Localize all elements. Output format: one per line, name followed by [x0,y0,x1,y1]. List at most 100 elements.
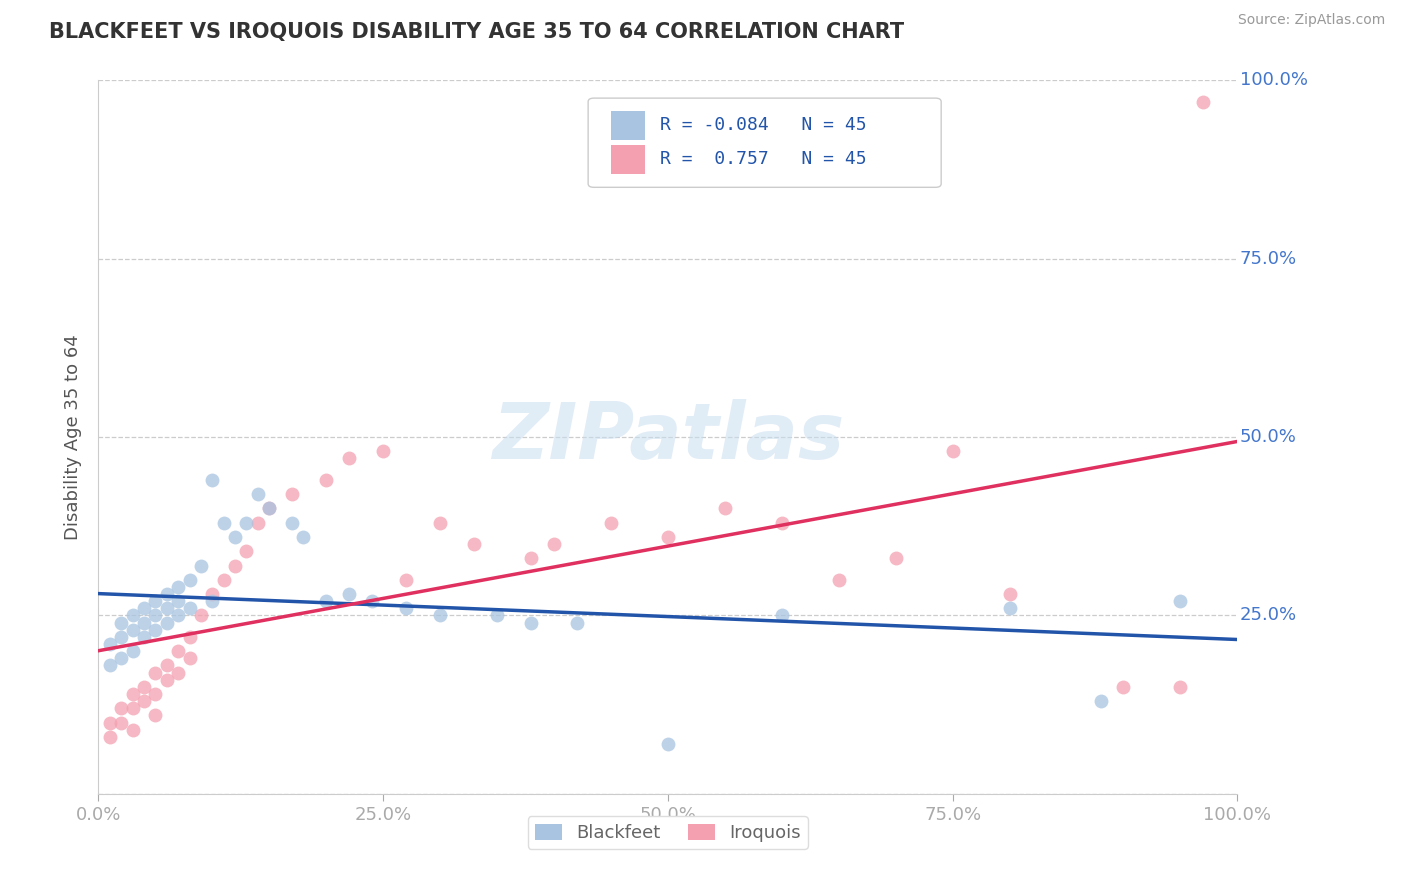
Point [145,708,167,723]
Point [828,573,851,587]
Point [486,608,509,623]
Text: ZIPatlas: ZIPatlas [492,399,844,475]
Point [145,687,167,701]
Point [337,587,360,601]
Point [167,580,190,594]
Point [121,701,143,715]
Point [1170,680,1192,694]
Point [167,594,190,608]
Point [281,487,304,501]
Text: Source: ZipAtlas.com: Source: ZipAtlas.com [1237,13,1385,28]
Point [190,608,212,623]
Point [543,537,565,551]
Point [657,737,679,751]
Text: R = -0.084   N = 45: R = -0.084 N = 45 [659,116,866,134]
Text: 75.0%: 75.0% [1240,250,1296,268]
Point [246,516,269,530]
Point [360,594,382,608]
Point [98,730,121,744]
Point [145,665,167,680]
Point [179,651,201,665]
Point [190,558,212,573]
FancyBboxPatch shape [612,145,645,174]
Point [998,587,1021,601]
Point [110,701,132,715]
Point [246,487,269,501]
Point [179,630,201,644]
Point [201,594,224,608]
Point [167,644,190,658]
Point [395,573,418,587]
Point [212,516,235,530]
Text: R =  0.757   N = 45: R = 0.757 N = 45 [659,151,866,169]
Point [179,573,201,587]
Point [657,530,679,544]
Point [429,608,451,623]
Point [1090,694,1112,708]
Point [212,573,235,587]
Point [132,680,155,694]
Legend: Blackfeet, Iroquois: Blackfeet, Iroquois [527,816,808,849]
Point [884,551,907,566]
Point [998,601,1021,615]
Point [145,608,167,623]
Point [520,551,543,566]
Text: 100.0%: 100.0% [1240,71,1308,89]
Point [1192,95,1215,109]
Point [98,637,121,651]
Point [121,608,143,623]
Text: BLACKFEET VS IROQUOIS DISABILITY AGE 35 TO 64 CORRELATION CHART: BLACKFEET VS IROQUOIS DISABILITY AGE 35 … [49,22,904,42]
Point [110,715,132,730]
Point [201,473,224,487]
Point [770,608,793,623]
Point [156,615,179,630]
Text: 50.0%: 50.0% [1240,428,1296,446]
Point [259,501,281,516]
Point [463,537,485,551]
Point [167,665,190,680]
Point [281,516,304,530]
Point [121,723,143,737]
Point [110,651,132,665]
Text: 25.0%: 25.0% [1240,607,1296,624]
Point [371,444,394,458]
Point [201,587,224,601]
Point [315,473,337,487]
Point [110,630,132,644]
Y-axis label: Disability Age 35 to 64: Disability Age 35 to 64 [65,334,83,540]
Point [259,501,281,516]
Point [132,615,155,630]
Point [565,615,588,630]
Point [156,673,179,687]
Point [132,694,155,708]
Point [224,558,246,573]
Point [98,715,121,730]
Point [395,601,418,615]
Point [520,615,543,630]
Point [235,516,257,530]
Point [1170,594,1192,608]
Point [145,594,167,608]
Point [429,516,451,530]
FancyBboxPatch shape [612,111,645,139]
Point [156,658,179,673]
Point [121,623,143,637]
Point [121,644,143,658]
Point [121,687,143,701]
Point [337,451,360,466]
Point [156,601,179,615]
Point [145,623,167,637]
Point [224,530,246,544]
Point [110,615,132,630]
Point [292,530,315,544]
Point [714,501,737,516]
Point [132,630,155,644]
Point [942,444,965,458]
Point [1112,680,1135,694]
Point [235,544,257,558]
Point [156,587,179,601]
Point [167,608,190,623]
Point [770,516,793,530]
Point [315,594,337,608]
Point [132,601,155,615]
